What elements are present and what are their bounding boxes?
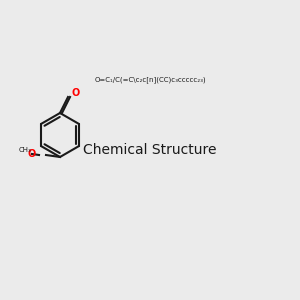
Text: Chemical Structure: Chemical Structure <box>83 143 217 157</box>
Text: O: O <box>72 88 80 98</box>
Text: O=C₁/C(=C\c₂c[n](CC)c₃ccccc₂₃): O=C₁/C(=C\c₂c[n](CC)c₃ccccc₂₃) <box>94 76 206 83</box>
Text: CH₃: CH₃ <box>19 147 32 153</box>
Text: O: O <box>28 149 36 159</box>
